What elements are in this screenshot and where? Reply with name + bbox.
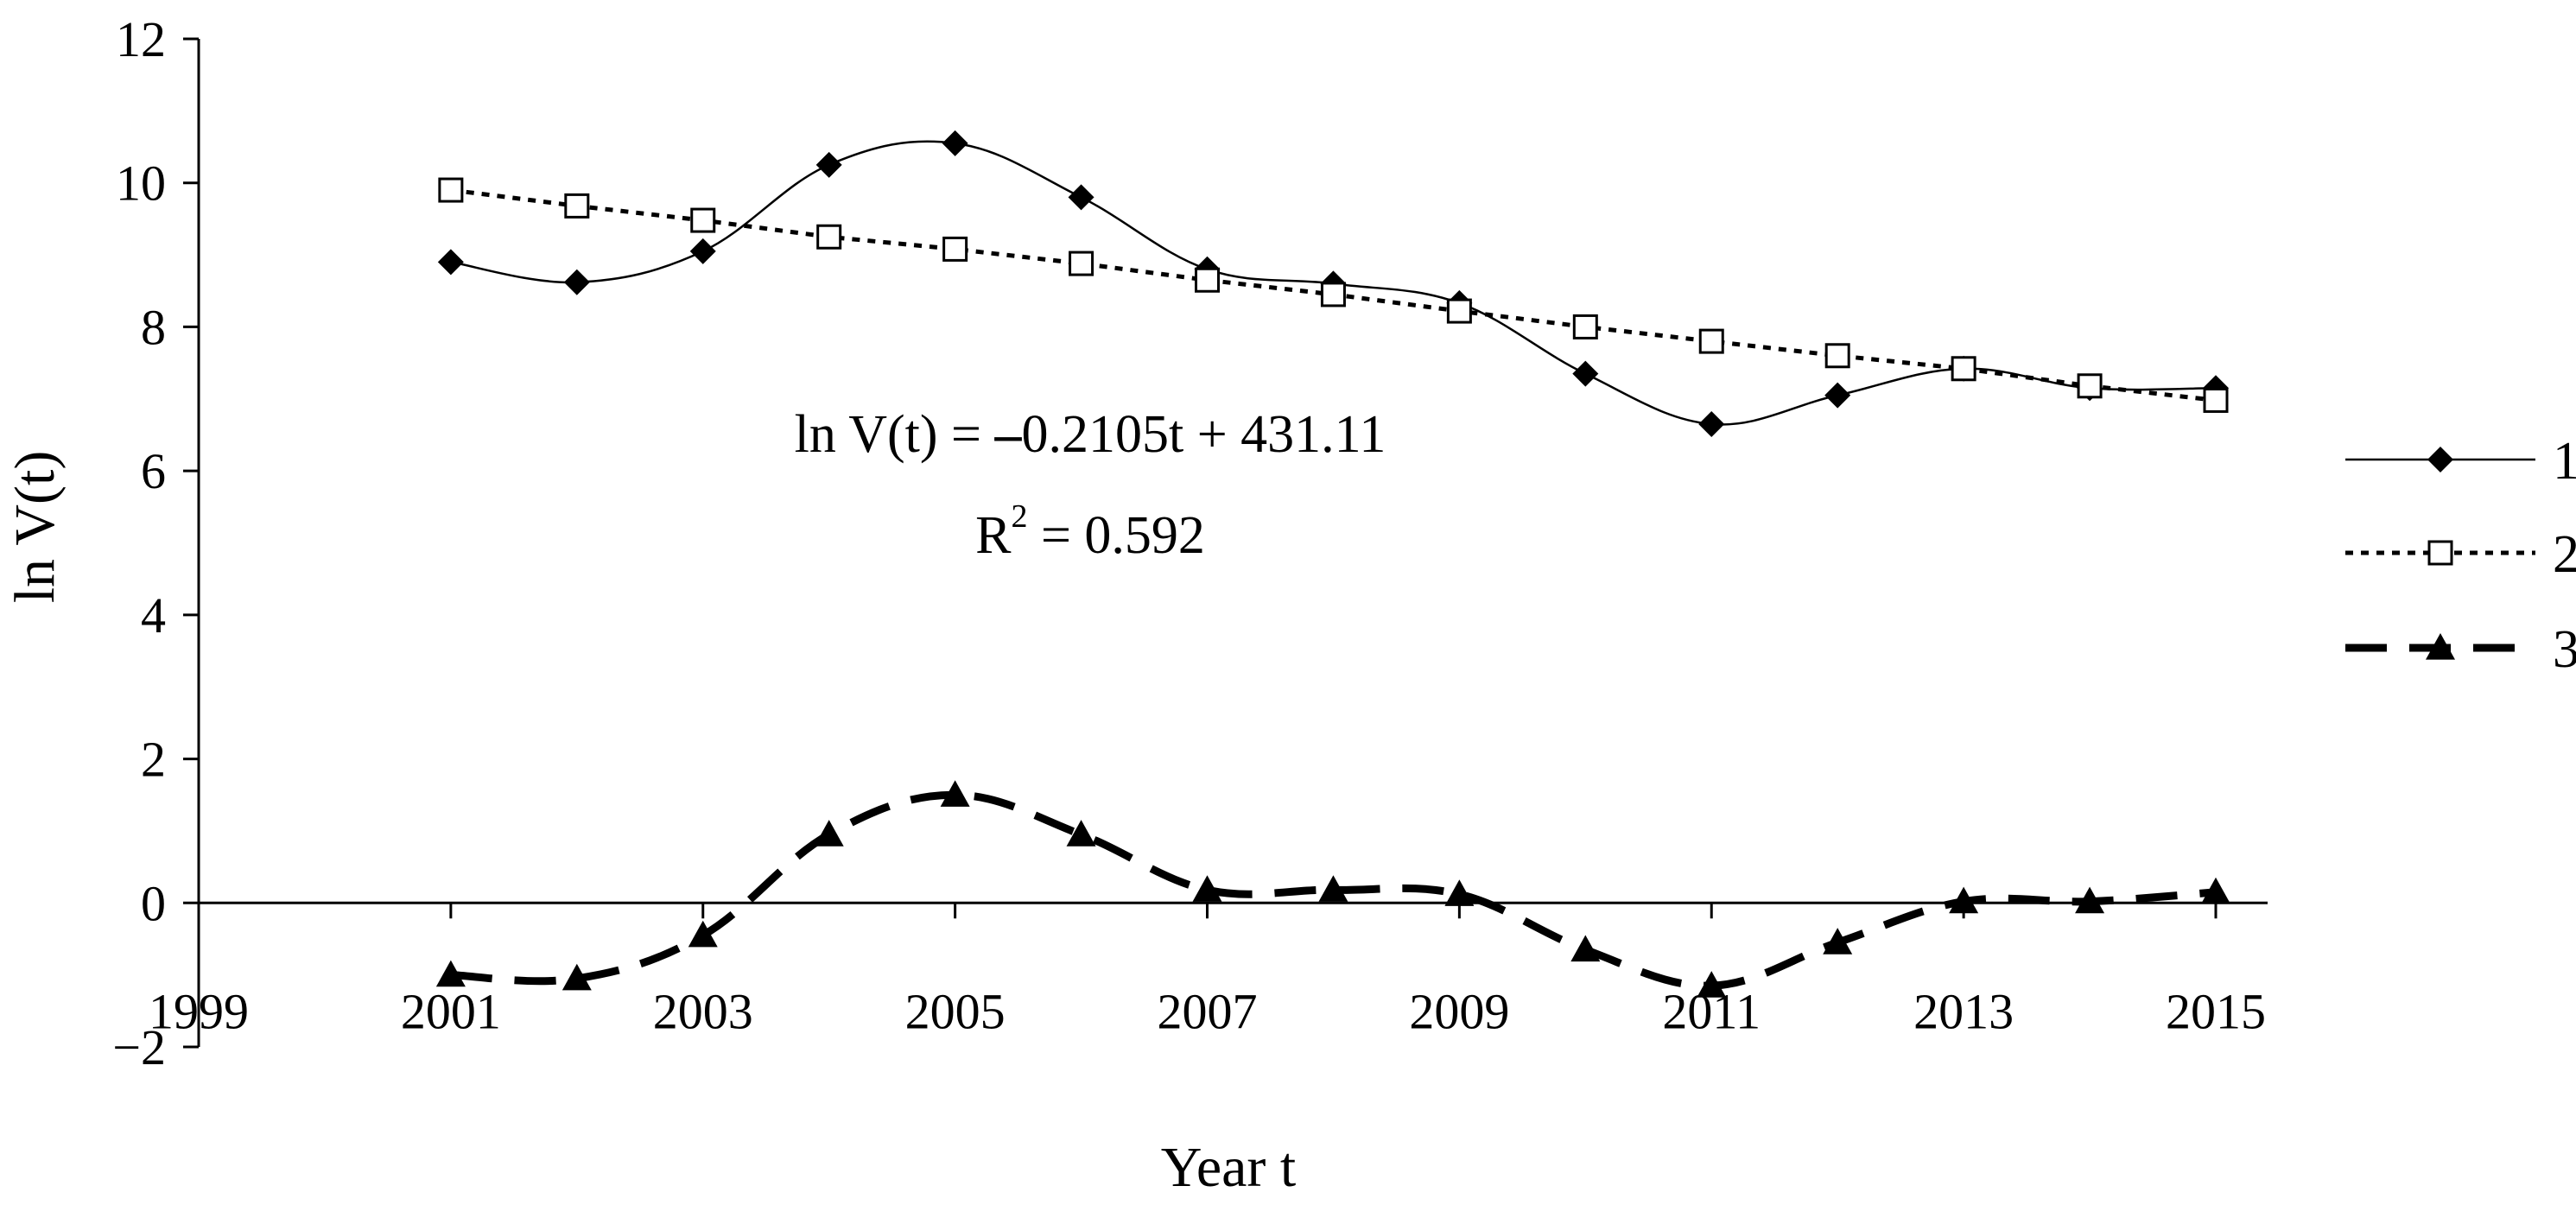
data-point-3 bbox=[2075, 886, 2105, 914]
x-tick-label: 2005 bbox=[905, 983, 1006, 1039]
legend-item-2: 2 bbox=[2345, 525, 2576, 584]
data-point-2 bbox=[942, 236, 968, 262]
data-point-1 bbox=[1572, 360, 1599, 387]
data-point-3 bbox=[688, 920, 718, 948]
data-point-2 bbox=[816, 224, 842, 250]
data-point-3 bbox=[1318, 875, 1348, 902]
y-tick-label: 12 bbox=[116, 11, 166, 67]
data-point-1 bbox=[563, 269, 590, 295]
data-point-3 bbox=[1066, 820, 1096, 847]
legend-label: 2 bbox=[2553, 525, 2576, 584]
legend-label: 3 bbox=[2553, 620, 2576, 679]
regression-equation: ln V(t) = –0.2105t + 431.11 bbox=[795, 405, 1386, 464]
x-axis-title: Year t bbox=[1161, 1136, 1296, 1199]
regression-annotation: ln V(t) = –0.2105t + 431.11 R2 = 0.592 bbox=[795, 405, 1386, 565]
data-point-2 bbox=[1069, 251, 1094, 276]
data-point-3 bbox=[435, 960, 466, 987]
data-point-2 bbox=[1698, 328, 1724, 354]
legend: 1 2 3 bbox=[2345, 432, 2576, 679]
y-tick-label: 2 bbox=[141, 732, 166, 788]
y-axis-title: ln V(t) bbox=[3, 451, 67, 604]
data-point-1 bbox=[689, 238, 716, 264]
data-point-2 bbox=[2077, 373, 2103, 399]
data-point-3 bbox=[1444, 879, 1475, 906]
data-point-2 bbox=[1951, 356, 1976, 382]
data-point-1 bbox=[1824, 382, 1851, 409]
data-point-2 bbox=[564, 193, 590, 219]
data-point-2 bbox=[1824, 343, 1850, 369]
legend-item-3: 3 bbox=[2345, 620, 2576, 679]
series-layer bbox=[435, 130, 2230, 998]
data-point-2 bbox=[2203, 387, 2229, 413]
y-tick-label: 6 bbox=[141, 443, 166, 499]
series-line-3 bbox=[450, 790, 2217, 990]
y-tick-label: 10 bbox=[116, 155, 166, 212]
legend-label: 1 bbox=[2553, 432, 2576, 491]
legend-swatch-marker bbox=[2427, 540, 2453, 566]
data-point-3 bbox=[1949, 886, 1979, 914]
legend-swatch-marker bbox=[2427, 447, 2453, 472]
y-tick-label: 0 bbox=[141, 875, 166, 931]
y-tick-label: −2 bbox=[112, 1019, 166, 1075]
y-tick-label: 8 bbox=[141, 299, 166, 355]
data-point-3 bbox=[1192, 875, 1222, 902]
legend-swatch-marker bbox=[2426, 633, 2455, 660]
data-point-3 bbox=[1697, 971, 1727, 998]
x-tick-label: 2001 bbox=[401, 983, 501, 1039]
axes bbox=[183, 37, 2268, 1049]
x-tick-label: 2015 bbox=[2166, 983, 2266, 1039]
series-2 bbox=[438, 177, 2229, 413]
data-point-1 bbox=[942, 130, 968, 156]
legend-item-1: 1 bbox=[2345, 432, 2576, 491]
x-tick-label: 2003 bbox=[653, 983, 753, 1039]
data-point-1 bbox=[1698, 410, 1725, 437]
data-point-2 bbox=[1572, 314, 1598, 339]
data-point-1 bbox=[815, 151, 842, 178]
data-point-2 bbox=[438, 177, 464, 203]
x-tick-label: 1999 bbox=[149, 983, 249, 1039]
series-3 bbox=[435, 780, 2230, 998]
data-point-3 bbox=[1823, 928, 1853, 954]
data-point-2 bbox=[690, 207, 716, 233]
data-point-2 bbox=[1195, 267, 1220, 293]
data-point-1 bbox=[1068, 184, 1094, 211]
y-tick-label: 4 bbox=[141, 587, 166, 644]
data-point-3 bbox=[814, 820, 844, 847]
data-point-3 bbox=[940, 780, 970, 807]
data-point-3 bbox=[2201, 877, 2230, 904]
data-point-2 bbox=[1320, 282, 1346, 308]
r-squared-value: R2 = 0.592 bbox=[975, 498, 1205, 565]
x-tick-label: 2007 bbox=[1158, 983, 1258, 1039]
x-tick-label: 2013 bbox=[1913, 983, 2014, 1039]
data-point-2 bbox=[1446, 298, 1472, 324]
data-point-1 bbox=[437, 249, 464, 276]
x-tick-label: 2009 bbox=[1409, 983, 1509, 1039]
data-point-3 bbox=[1570, 935, 1601, 962]
data-point-3 bbox=[562, 963, 592, 991]
